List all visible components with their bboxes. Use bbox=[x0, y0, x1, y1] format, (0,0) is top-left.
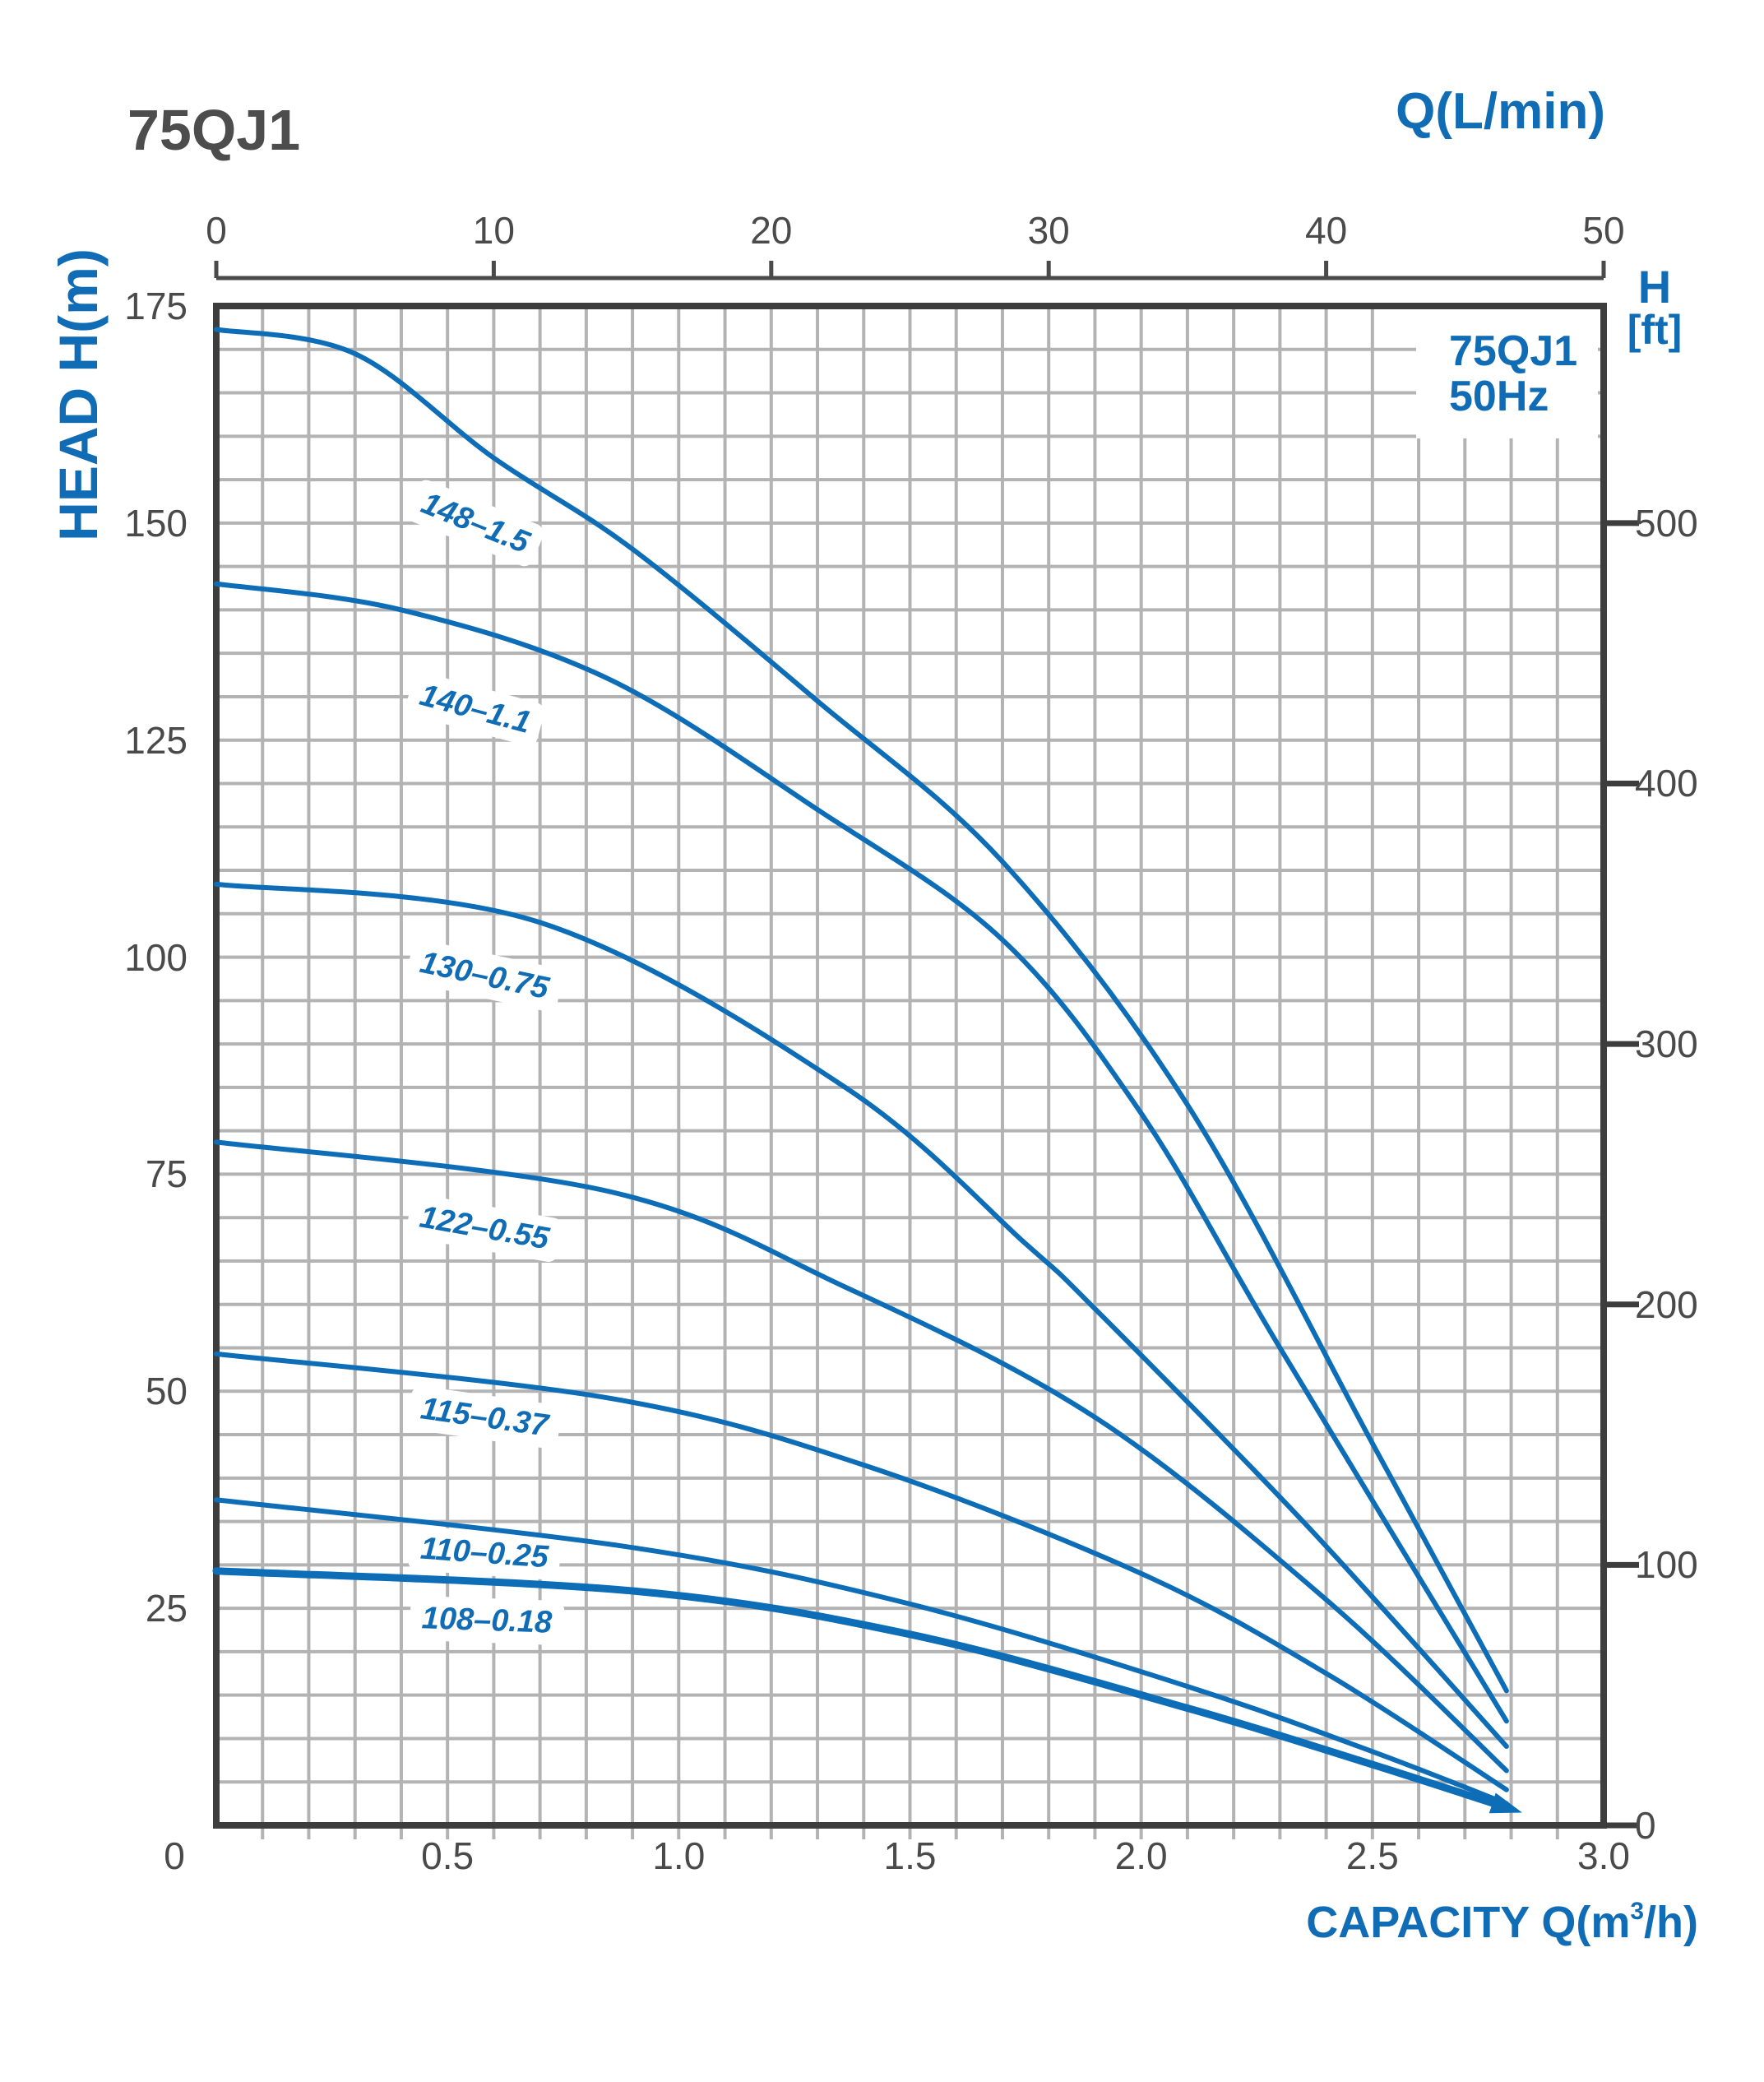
left-axis-tick-label: 175 bbox=[124, 285, 188, 327]
left-axis-tick-label: 75 bbox=[145, 1152, 188, 1196]
legend: 75QJ1 50Hz bbox=[1449, 329, 1577, 420]
right-axis-tick-label: 200 bbox=[1635, 1282, 1698, 1326]
bottom-axis-tick-label: 3.0 bbox=[1577, 1834, 1630, 1877]
top-axis-tick-label: 20 bbox=[750, 209, 793, 252]
right-axis-tick-label: 500 bbox=[1635, 501, 1698, 545]
bottom-axis-tick-label: 0 bbox=[164, 1834, 185, 1877]
curve-122–0.55 bbox=[214, 1139, 1509, 1774]
page-title: 75QJ1 bbox=[127, 98, 301, 162]
top-axis-tick-label: 40 bbox=[1305, 209, 1348, 252]
right-axis-title-unit: [ft] bbox=[1627, 307, 1683, 353]
bottom-axis-title: CAPACITY Q(m3/h) bbox=[1306, 1897, 1698, 1948]
left-axis-tick-label: 125 bbox=[124, 718, 188, 762]
legend-box bbox=[1416, 306, 1598, 438]
top-axis-tick-label: 10 bbox=[472, 209, 515, 252]
curve-130–0.75 bbox=[214, 881, 1509, 1749]
top-axis-tick-label: 0 bbox=[206, 209, 227, 252]
right-axis-tick-label: 400 bbox=[1635, 762, 1698, 805]
top-axis-tick-label: 50 bbox=[1582, 209, 1625, 252]
legend-model: 75QJ1 bbox=[1449, 327, 1578, 375]
top-axis-title: Q(L/min) bbox=[1396, 83, 1605, 140]
left-axis-tick-label: 100 bbox=[124, 935, 188, 979]
curve-115–0.37 bbox=[214, 1351, 1509, 1792]
right-axis-title: H [ft] bbox=[1627, 261, 1683, 353]
bottom-axis-tick-label: 2.0 bbox=[1114, 1834, 1168, 1877]
right-axis-tick-label: 300 bbox=[1635, 1022, 1698, 1066]
curve-140–1.1 bbox=[214, 581, 1509, 1724]
right-axis-tick-label: 100 bbox=[1635, 1543, 1698, 1587]
bottom-axis-tick-label: 2.5 bbox=[1345, 1834, 1399, 1877]
bottom-axis-title-prefix: CAPACITY Q(m bbox=[1306, 1898, 1631, 1947]
left-axis-tick-label: 150 bbox=[124, 501, 188, 545]
curve-end-arrowhead bbox=[1489, 1792, 1522, 1814]
right-axis-title-symbol: H bbox=[1637, 261, 1672, 313]
left-axis-tick-label: 50 bbox=[145, 1370, 188, 1413]
curve-108–0.18 bbox=[212, 1567, 1511, 1811]
plot-border bbox=[213, 303, 1607, 1829]
bottom-axis-tick-label: 1.0 bbox=[652, 1834, 706, 1877]
curve-148–1.5 bbox=[214, 327, 1509, 1694]
right-axis-tick-label: 0 bbox=[1635, 1804, 1656, 1847]
curve-110–0.25 bbox=[214, 1497, 1509, 1806]
left-axis-tick-label: 25 bbox=[145, 1587, 188, 1630]
legend-frequency: 50Hz bbox=[1449, 373, 1549, 420]
bottom-axis-title-sup: 3 bbox=[1630, 1898, 1645, 1925]
bottom-axis-tick-label: 0.5 bbox=[421, 1834, 475, 1877]
bottom-axis-tick-label: 1.5 bbox=[883, 1834, 937, 1877]
top-axis-tick-label: 30 bbox=[1027, 209, 1070, 252]
bottom-axis-title-suffix: /h) bbox=[1644, 1898, 1698, 1947]
